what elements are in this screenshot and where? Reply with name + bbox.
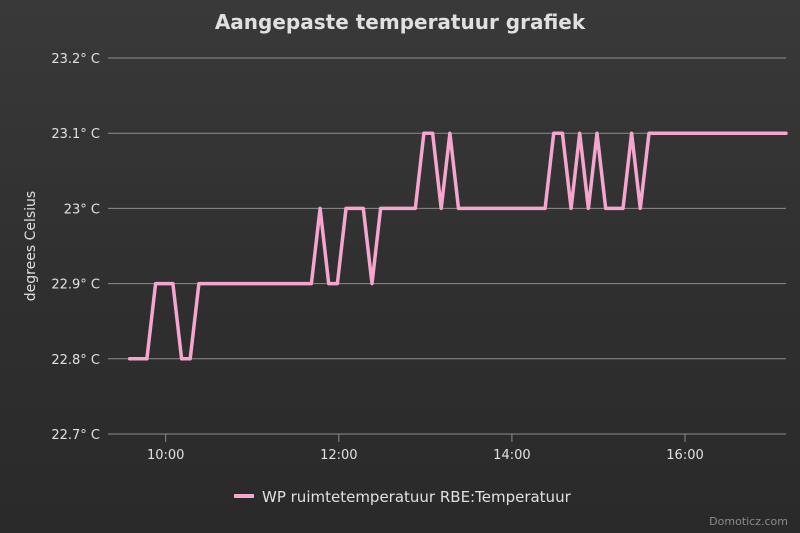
x-axis-ticks: 10:00 12:00 14:00 16:00	[108, 433, 786, 463]
x-tick-label: 16:00	[666, 448, 703, 463]
legend-label: WP ruimtetemperatuur RBE:Temperatuur	[262, 488, 572, 506]
series-layer	[127, 131, 788, 361]
credit-label: Domoticz.com	[709, 515, 788, 528]
series-line[interactable]	[127, 131, 788, 361]
y-tick-label: 22.8° C	[51, 353, 100, 368]
y-axis-ticks: 22.7° C 22.8° C 22.9° C 23° C 23.1° C 23.2° C	[51, 52, 100, 443]
y-tick-label: 23.2° C	[51, 52, 100, 67]
x-tick-label: 10:00	[147, 448, 184, 463]
legend[interactable]: WP ruimtetemperatuur RBE:Temperatuur	[234, 488, 572, 506]
y-tick-label: 22.7° C	[51, 428, 100, 443]
chart-title: Aangepaste temperatuur grafiek	[215, 10, 586, 34]
y-tick-label: 23.1° C	[51, 127, 100, 142]
y-axis-label: degrees Celsius	[23, 191, 39, 301]
x-tick-label: 14:00	[493, 448, 530, 463]
y-tick-label: 22.9° C	[51, 278, 100, 293]
x-tick-label: 12:00	[320, 448, 357, 463]
y-tick-label: 23° C	[64, 202, 100, 217]
grid-lines	[108, 57, 786, 435]
